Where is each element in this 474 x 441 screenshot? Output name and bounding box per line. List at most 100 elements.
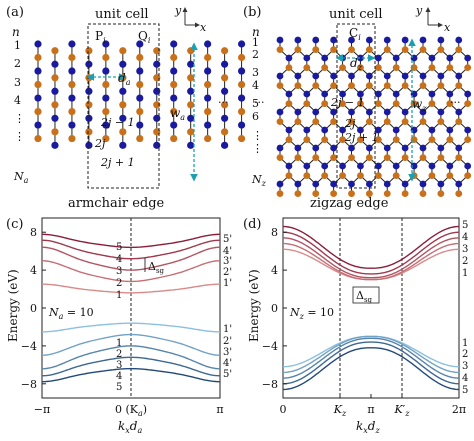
site-blue <box>339 162 346 170</box>
site-blue <box>68 40 76 48</box>
band-curve <box>42 333 220 356</box>
site-orange <box>51 128 59 136</box>
site-blue <box>464 90 472 98</box>
panel-a-lattice <box>34 40 246 149</box>
site-blue <box>383 72 391 80</box>
site-orange <box>303 64 311 71</box>
site-orange <box>419 46 427 53</box>
site-orange <box>464 64 472 71</box>
band-curve <box>282 231 460 275</box>
site-blue <box>419 144 427 152</box>
x-tick-label: 0 <box>280 403 287 416</box>
panel-a-edge-label: armchair edge <box>68 196 165 211</box>
panel-a-unit-cell-box <box>87 23 160 189</box>
site-blue <box>285 162 293 170</box>
site-blue <box>455 144 463 152</box>
site-orange <box>365 118 373 125</box>
site-blue <box>374 54 382 62</box>
site-blue <box>374 126 382 134</box>
site-blue <box>365 144 373 152</box>
panel-d-gap-marker: Δsg <box>352 286 380 304</box>
site-blue <box>136 94 144 102</box>
band-label: 2' <box>223 336 232 347</box>
site-orange <box>357 136 364 144</box>
site-blue <box>136 67 144 75</box>
site-blue <box>119 141 127 149</box>
site-orange <box>303 136 311 144</box>
site-orange <box>204 80 212 89</box>
site-blue <box>312 108 320 116</box>
site-orange <box>312 118 320 125</box>
y-tick-label: −4 <box>21 340 37 353</box>
site-orange <box>446 136 454 144</box>
site-orange <box>428 136 436 144</box>
site-blue <box>136 121 144 129</box>
site-orange <box>221 101 229 109</box>
panel-c-x-ticks: −π π 0 (Ka) <box>34 394 224 418</box>
site-orange <box>330 82 338 89</box>
panel-a-index-top: 2j − 1 <box>100 116 135 129</box>
site-orange <box>294 46 302 53</box>
panel-a-row-labels: 1 2 3 4 ⋮ ⋮ Na <box>13 39 29 185</box>
panel-a-index-mid: 2j <box>94 137 106 150</box>
site-blue <box>330 144 338 152</box>
band-label: 2' <box>223 267 232 278</box>
site-blue <box>34 67 42 75</box>
site-blue <box>170 67 178 75</box>
site-orange <box>204 134 212 143</box>
site-orange <box>339 136 346 144</box>
site-blue <box>221 60 229 68</box>
site-blue <box>321 90 329 98</box>
site-blue <box>365 180 373 188</box>
site-blue <box>312 72 320 80</box>
site-blue <box>428 126 436 134</box>
site-blue <box>285 54 293 62</box>
site-orange <box>419 154 427 162</box>
site-orange <box>237 80 246 89</box>
band-label: 5 <box>116 382 122 393</box>
panel-d-y-ticks: −8 −4 0 4 8 <box>262 226 287 391</box>
site-blue <box>348 36 355 44</box>
site-blue <box>221 87 229 95</box>
panel-d-x-ticks: 0 Kz π K′z 2π <box>280 394 466 418</box>
site-blue <box>437 72 445 80</box>
panel-d: (d) −8 −4 0 4 8 0 Kz π K′z 2π Energy (eV) kxdz N… <box>243 217 468 435</box>
site-orange <box>419 82 427 89</box>
site-orange <box>221 128 229 136</box>
site-orange <box>365 46 373 53</box>
row-label: ⋮ <box>14 130 25 143</box>
site-blue <box>102 121 110 129</box>
site-orange <box>136 134 144 143</box>
site-orange <box>85 47 93 55</box>
band-label: 1 <box>116 290 122 301</box>
site-orange <box>276 46 284 53</box>
band-label: 3' <box>223 347 232 358</box>
site-orange <box>303 100 311 107</box>
site-orange <box>383 190 391 198</box>
site-blue <box>119 87 127 95</box>
panel-b-ellipsis-left: ··· <box>254 96 265 109</box>
svg-text:Δsg: Δsg <box>356 289 373 304</box>
site-orange <box>446 100 454 107</box>
site-blue <box>51 141 59 149</box>
site-orange <box>312 82 320 89</box>
site-orange <box>455 190 463 198</box>
site-orange <box>374 136 382 144</box>
band-label: 5' <box>223 234 232 245</box>
site-blue <box>419 108 427 116</box>
site-orange <box>455 118 463 125</box>
y-tick-label: −8 <box>262 378 278 391</box>
site-blue <box>392 54 400 62</box>
site-blue <box>392 162 400 170</box>
band-curve <box>283 248 459 281</box>
site-blue <box>419 180 427 188</box>
site-orange <box>285 100 293 107</box>
site-blue <box>170 121 178 129</box>
svg-text:Δsg: Δsg <box>148 260 165 275</box>
panel-b-edge-label: zigzag edge <box>310 196 389 211</box>
row-label: 2 <box>14 57 21 70</box>
site-orange <box>348 82 355 89</box>
band-label: 1 <box>462 338 468 349</box>
site-orange <box>237 107 246 116</box>
panel-b-index-top: 2j − 1 <box>330 96 365 109</box>
